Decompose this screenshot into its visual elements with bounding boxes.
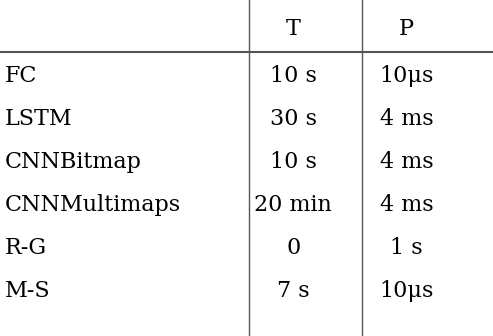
Text: 4 ms: 4 ms bbox=[380, 151, 433, 173]
Text: 0: 0 bbox=[286, 237, 300, 259]
Text: 10 s: 10 s bbox=[270, 65, 317, 87]
Text: CNNMultimaps: CNNMultimaps bbox=[5, 194, 181, 216]
Text: CNNBitmap: CNNBitmap bbox=[5, 151, 142, 173]
Text: P: P bbox=[399, 17, 414, 40]
Text: FC: FC bbox=[5, 65, 37, 87]
Text: T: T bbox=[286, 17, 301, 40]
Text: 10μs: 10μs bbox=[380, 280, 434, 302]
Text: R-G: R-G bbox=[5, 237, 47, 259]
Text: LSTM: LSTM bbox=[5, 108, 72, 130]
Text: 1 s: 1 s bbox=[390, 237, 423, 259]
Text: 4 ms: 4 ms bbox=[380, 108, 433, 130]
Text: 10μs: 10μs bbox=[380, 65, 434, 87]
Text: 20 min: 20 min bbox=[254, 194, 332, 216]
Text: 30 s: 30 s bbox=[270, 108, 317, 130]
Text: 10 s: 10 s bbox=[270, 151, 317, 173]
Text: M-S: M-S bbox=[5, 280, 51, 302]
Text: 7 s: 7 s bbox=[277, 280, 310, 302]
Text: 4 ms: 4 ms bbox=[380, 194, 433, 216]
